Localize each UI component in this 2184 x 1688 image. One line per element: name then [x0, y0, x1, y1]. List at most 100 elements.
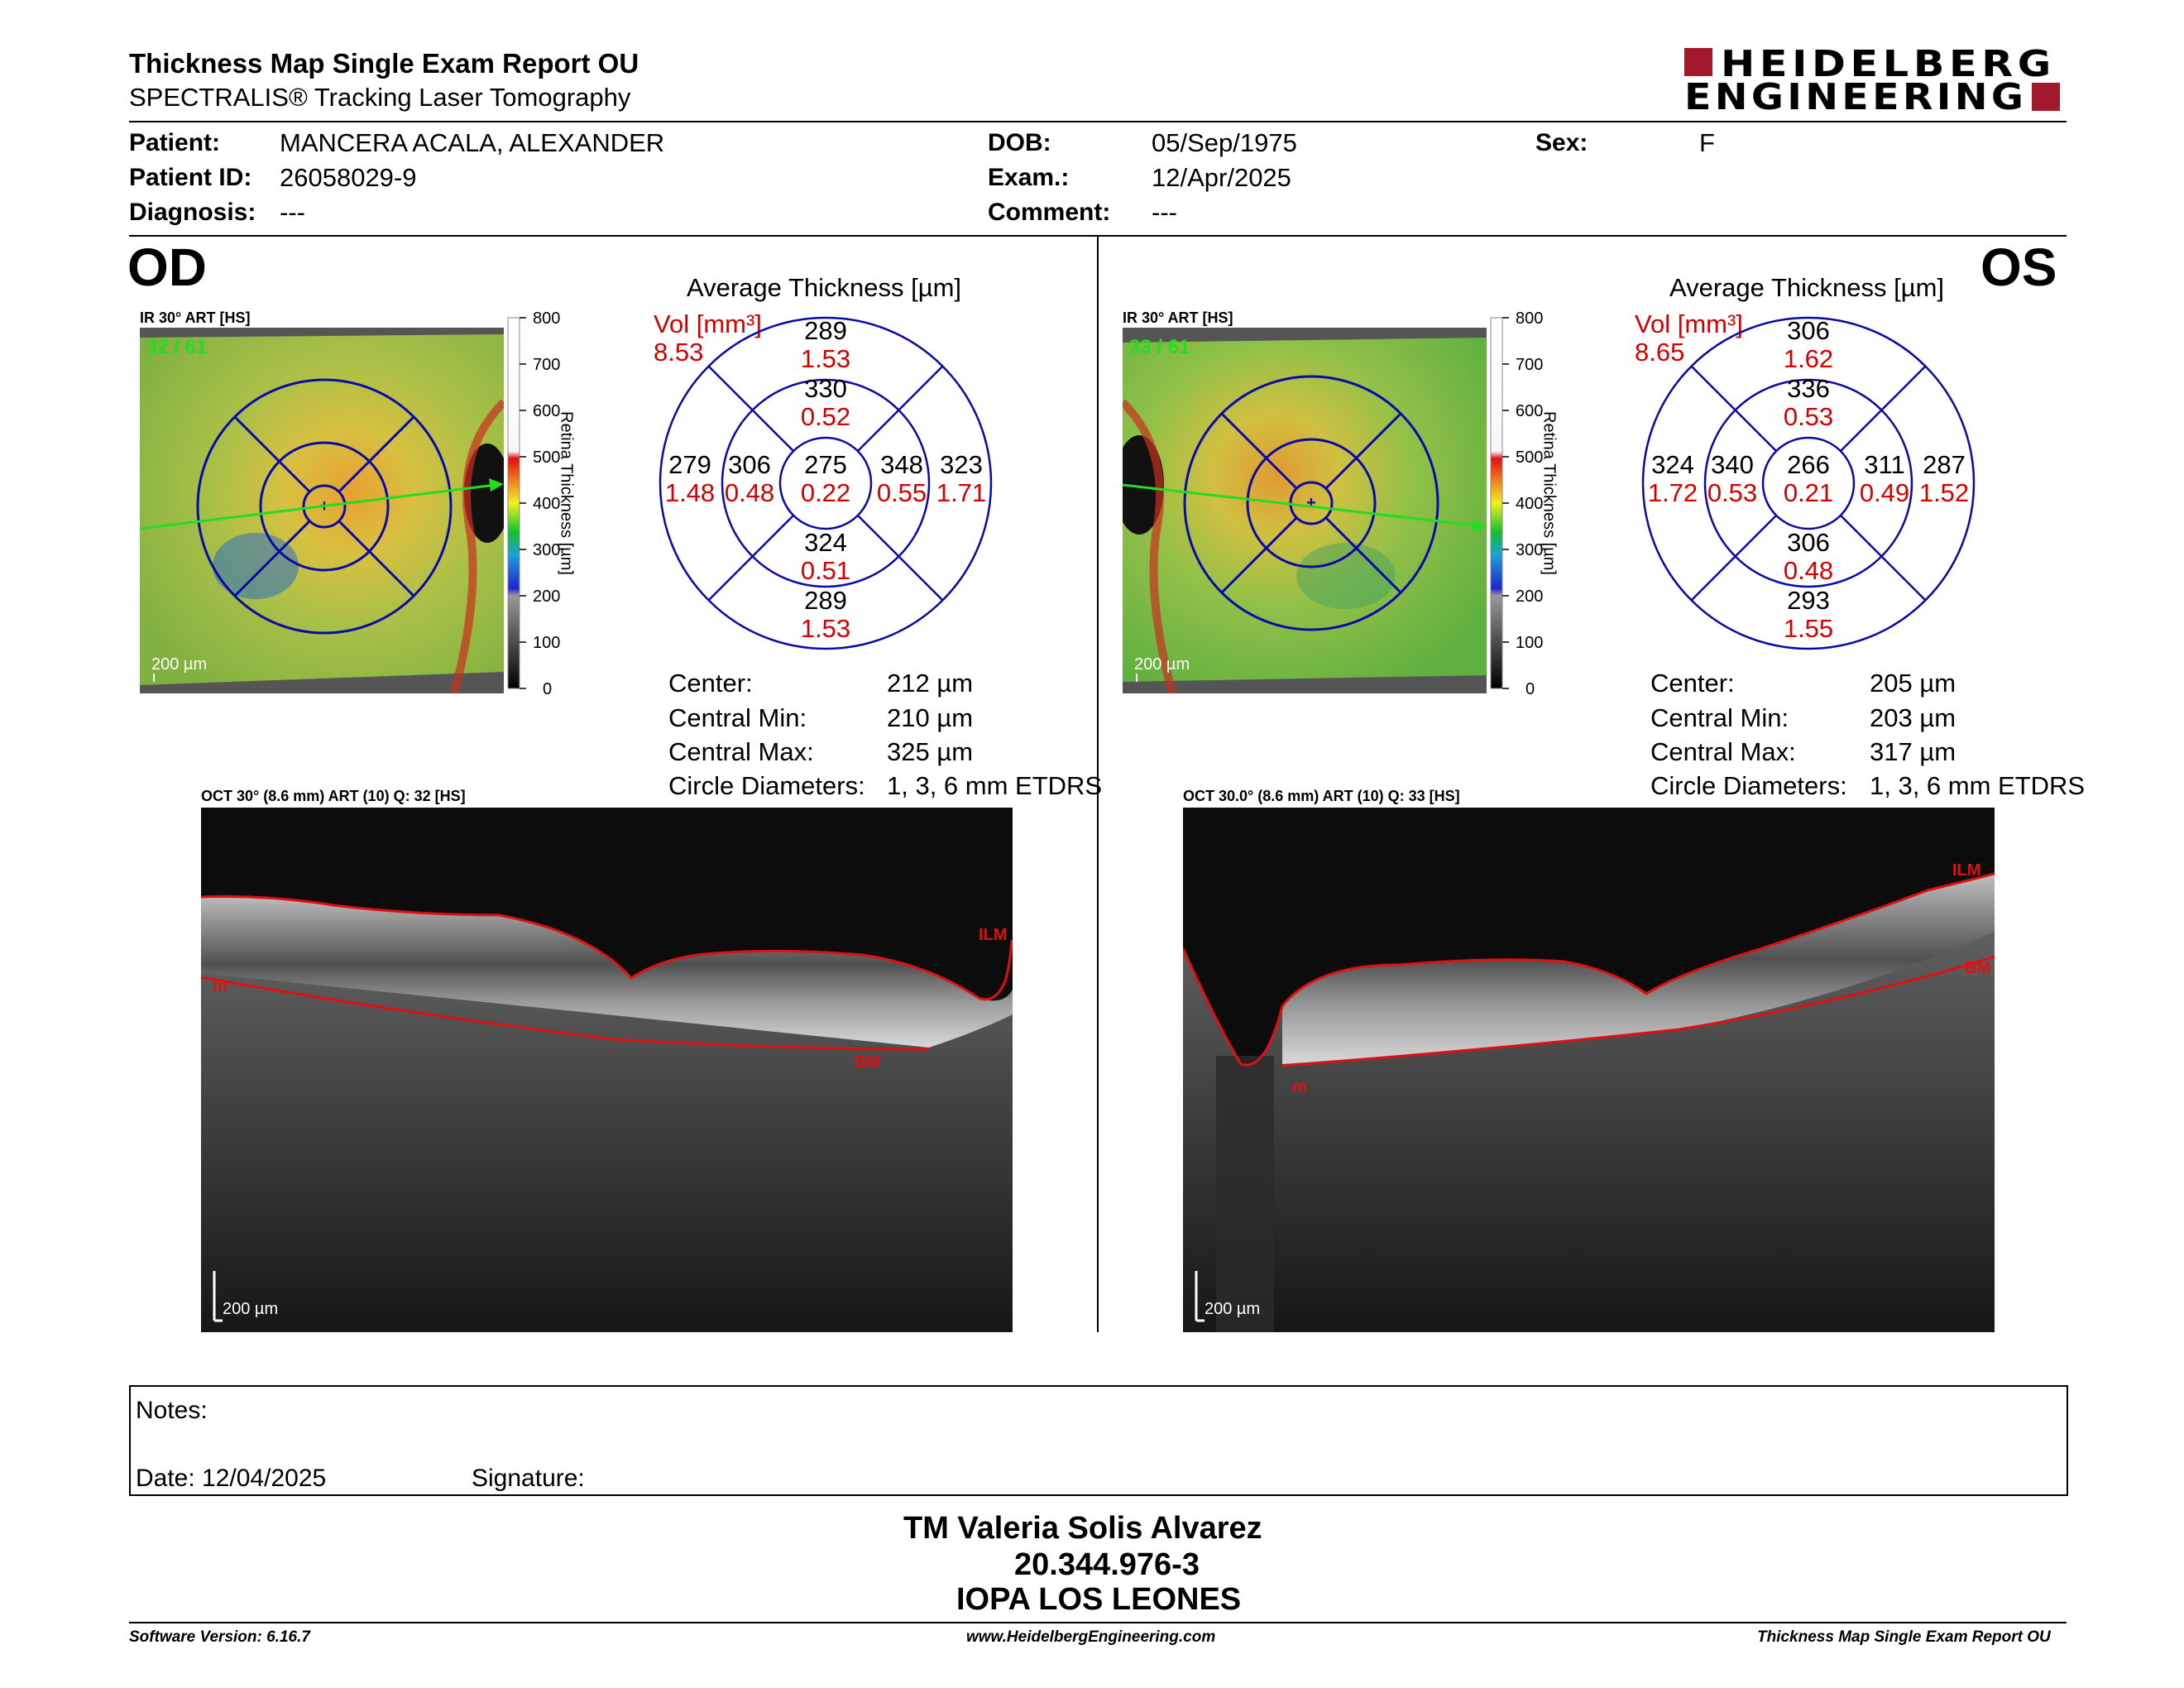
od-ir-label: IR 30° ART [HS]: [140, 309, 251, 326]
signer-name: TM Valeria Solis Alvarez: [903, 1511, 1262, 1546]
comment-label: Comment:: [988, 199, 1111, 226]
diagnosis-value: ---: [280, 198, 305, 227]
od-stat-label: Center:: [668, 669, 753, 698]
os-inner-right-thickness: 311: [1864, 450, 1905, 479]
report-title: Thickness Map Single Exam Report OU: [129, 48, 639, 79]
exam-value: 12/Apr/2025: [1152, 163, 1291, 192]
od-outer-sup-thickness: 289: [804, 316, 847, 345]
os-inner-left-thickness: 340: [1711, 450, 1754, 479]
os-inner-sup-thickness: 336: [1787, 374, 1830, 403]
os-vol-label: Vol [mm³]: [1635, 309, 1743, 338]
od-outer-sup-volume: 1.53: [800, 344, 851, 373]
os-frame-count: 33 / 61: [1129, 336, 1190, 358]
od-stat-label: Circle Diameters:: [668, 771, 865, 800]
od-vol-label: Vol [mm³]: [654, 309, 762, 338]
os-cb-tick: 700: [1516, 356, 1544, 374]
od-inner-right-thickness: 348: [880, 450, 923, 479]
report-subtitle: SPECTRALIS® Tracking Laser Tomography: [129, 83, 631, 112]
od-inner-inf-thickness: 324: [804, 528, 847, 557]
dob-value: 05/Sep/1975: [1152, 128, 1297, 157]
os-outer-right-thickness: 287: [1923, 450, 1966, 479]
logo-square-top: [1684, 48, 1712, 76]
os-stat-value: 317 µm: [1870, 737, 1956, 766]
os-outer-left-thickness: 324: [1651, 450, 1694, 479]
os-cb-tick: 300: [1516, 541, 1544, 559]
signature-label: Signature:: [472, 1465, 585, 1492]
os-inner-sup-volume: 0.53: [1783, 402, 1834, 431]
sex-label: Sex:: [1535, 129, 1588, 156]
exam-label: Exam.:: [988, 164, 1070, 191]
od-oct-scale: 200 µm: [223, 1300, 278, 1318]
os-fundus-scale: 200 µm: [1134, 655, 1190, 674]
od-scale-bar: [153, 674, 155, 682]
os-center-thickness: 266: [1787, 450, 1830, 479]
od-inner-sup-volume: 0.52: [800, 402, 851, 431]
od-cb-tick: 0: [543, 680, 553, 698]
od-stat-value: 1, 3, 6 mm ETDRS: [887, 771, 1103, 800]
logo-square-bottom: [2032, 83, 2060, 111]
od-stat-value: 210 µm: [887, 703, 974, 732]
signer-id: 20.344.976-3: [1014, 1547, 1200, 1582]
od-bm-label: BM: [855, 1053, 880, 1072]
os-outer-left-volume: 1.72: [1647, 478, 1698, 507]
od-cb-tick: 800: [533, 309, 561, 328]
os-colorbar: 800 700 600 500 400 300 200 100 0: [1489, 309, 1555, 698]
od-m-label: m: [213, 977, 228, 995]
od-frame-count: 32 / 61: [146, 336, 208, 358]
od-eye-label: OD: [127, 237, 207, 297]
od-cb-tick: 300: [533, 541, 561, 559]
os-oct-scale: 200 µm: [1205, 1300, 1260, 1318]
os-scale-bar: [1136, 674, 1138, 682]
signer-org: IOPA LOS LEONES: [956, 1582, 1242, 1617]
dob-label: DOB:: [988, 129, 1051, 156]
od-oct-label: OCT 30° (8.6 mm) ART (10) Q: 32 [HS]: [201, 788, 466, 804]
logo-text-bottom: ENGINEERING: [1684, 76, 2028, 118]
od-center-thickness: 275: [804, 450, 847, 479]
os-cb-tick: 800: [1516, 309, 1544, 328]
od-cb-tick: 200: [533, 587, 561, 606]
website-link[interactable]: www.HeidelbergEngineering.com: [966, 1628, 1216, 1646]
os-m-label: m: [1292, 1078, 1307, 1096]
od-outer-left-volume: 1.48: [664, 478, 716, 507]
notes-box: Notes: Date: 12/04/2025 Signature:: [129, 1385, 2068, 1496]
center-divider: [1097, 237, 1099, 1332]
os-vol-total: 8.65: [1635, 338, 1685, 367]
od-fundus-thickness-map: + 32 / 61 200 µm: [139, 328, 510, 695]
od-cb-tick: 500: [533, 448, 561, 467]
patient-id-value: 26058029-9: [280, 163, 417, 192]
os-inner-inf-volume: 0.48: [1783, 556, 1834, 585]
software-version: Software Version: 6.16.7: [129, 1628, 310, 1646]
diagnosis-label: Diagnosis:: [129, 199, 256, 226]
patient-label: Patient:: [129, 129, 221, 156]
od-colorbar: 800 700 600 500 400 300 200 100 0: [506, 309, 572, 698]
os-stat-value: 203 µm: [1870, 703, 1956, 732]
os-outer-sup-volume: 1.62: [1783, 344, 1834, 373]
os-etdrs-grid: 306 1.62 336 0.53 266 0.21 324 1.72 340 …: [1641, 316, 1976, 650]
footer-rule: [129, 1622, 2067, 1623]
od-cb-tick: 700: [533, 356, 561, 374]
patient-value: MANCERA ACALA, ALEXANDER: [280, 128, 665, 157]
od-stat-value: 325 µm: [887, 737, 974, 766]
od-cb-tick: 100: [533, 634, 561, 652]
notes-label: Notes:: [136, 1397, 208, 1424]
os-oct-bscan: ILM BM m 200 µm: [1183, 808, 1995, 1332]
os-inner-inf-thickness: 306: [1787, 528, 1830, 557]
od-stat-label: Central Max:: [668, 737, 814, 766]
os-outer-inf-thickness: 293: [1787, 586, 1830, 615]
os-cb-tick: 100: [1516, 634, 1544, 652]
os-ir-label: IR 30° ART [HS]: [1123, 309, 1233, 326]
date-label: Date: 12/04/2025: [136, 1465, 327, 1492]
footer-report-name: Thickness Map Single Exam Report OU: [1757, 1628, 2051, 1646]
os-colorbar-title: Retina Thickness [µm]: [1540, 411, 1559, 575]
logo-text-top: HEIDELBERG: [1721, 43, 2056, 85]
od-inner-left-thickness: 306: [728, 450, 771, 479]
od-colorbar-title: Retina Thickness [µm]: [557, 411, 576, 575]
os-stat-label: Central Max:: [1650, 737, 1796, 766]
od-inner-inf-volume: 0.51: [800, 556, 851, 585]
od-cb-tick: 400: [533, 495, 561, 513]
od-avg-title: Average Thickness [µm]: [687, 273, 962, 302]
os-cb-tick: 0: [1525, 680, 1535, 698]
os-fundus-thickness-map: + 33 / 61 200 µm: [1114, 328, 1487, 695]
os-stat-label: Center:: [1650, 669, 1735, 698]
os-outer-sup-thickness: 306: [1787, 316, 1830, 345]
